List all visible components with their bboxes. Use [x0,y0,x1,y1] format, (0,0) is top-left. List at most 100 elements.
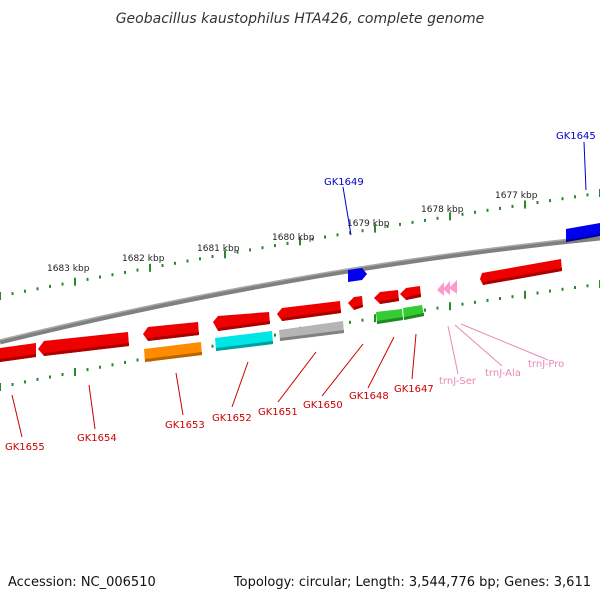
scale-lower-dot [574,286,576,289]
scale-upper-dot [336,233,339,237]
gene-arrow-gk1652-cyan[interactable] [215,331,273,351]
scale-lower-dot [99,365,101,369]
gene-gk1649[interactable] [348,268,367,282]
scale-upper-major-tick [299,237,301,246]
gene-gk1653[interactable] [143,322,202,362]
scale-upper-dot [61,282,64,286]
gene-label-trnj-pro[interactable]: trnJ-Pro [528,359,564,370]
accession-text: Accession: NC_006510 [8,575,156,590]
scale-lower-major-tick [449,302,451,311]
gene-arrow-forward-red[interactable] [480,259,562,285]
genome-backbone [0,235,600,345]
scale-upper-dot [274,244,276,248]
gene-label-gk1649[interactable]: GK1649 [324,177,364,188]
leader-gk1654 [88,384,96,430]
gene-label-gk1645[interactable]: GK1645 [556,131,596,142]
gene-gk1654[interactable] [38,332,129,356]
scale-upper-dot [424,218,426,222]
gene-label-gk1648[interactable]: GK1648 [349,391,389,402]
gene-arrow-gk1654[interactable] [38,332,129,356]
scale-upper-dot [111,273,114,277]
scale-lower-dot [499,297,501,300]
scale-lower-dot [49,375,51,379]
scale-upper-dot [136,268,139,272]
gene-label-gk1651[interactable]: GK1651 [258,407,298,418]
gene-gk1652[interactable] [213,312,273,351]
scale-upper-major-tick [0,292,1,300]
scale-lower-dot [536,291,539,295]
scale-upper-dot [211,255,214,258]
scale-upper-major-tick [149,263,151,272]
gene-label-trnj-ser[interactable]: trnJ-Ser [439,376,477,387]
gene-arrow-gk1652[interactable] [213,312,270,331]
gene-arrow-gk1651-gray[interactable] [279,321,344,341]
gene-label-gk1654[interactable]: GK1654 [77,433,117,444]
leader-gk1652 [231,361,249,408]
scale-upper-major-tick [524,200,526,209]
scale-upper-dot [236,250,239,254]
scale-upper-dot [349,231,351,235]
leader-gk1648 [367,336,395,389]
scale-upper-dot [311,237,314,241]
gene-label-gk1653[interactable]: GK1653 [165,420,205,431]
trna-arrow-ala[interactable] [443,281,450,295]
scale-upper-dot [161,264,164,267]
gene-gk1655[interactable] [0,343,36,362]
gene-gk1650[interactable] [348,296,363,310]
scale-upper-major-tick [224,250,226,259]
kbp-label-1682: 1682 kbp [122,254,165,264]
scale-upper-dot [511,204,514,208]
scale-upper-dot [561,197,564,201]
gene-arrow-gk1649[interactable] [348,268,367,282]
gene-gk1645[interactable] [566,223,600,242]
scale-upper-dot [574,195,576,199]
kbp-label-1680: 1680 kbp [272,233,315,243]
scale-lower-major-tick [0,383,1,391]
topology-text: Topology: circular; Length: 3,544,776 bp… [233,575,591,590]
trna-arrow-pro[interactable] [449,280,457,294]
scale-upper-dot [386,225,389,228]
scale-lower-major-tick [374,314,376,323]
gene-label-trnj-ala[interactable]: trnJ-Ala [485,368,521,379]
gene-forward-red[interactable] [480,259,562,285]
scale-upper-dot [249,248,251,252]
scale-lower-dot [274,333,276,337]
scale-upper-dot [486,208,489,212]
scale-upper-dot [11,292,14,296]
leader-trnj-pro [460,323,549,361]
scale-upper-dot [24,289,26,293]
scale-lower-dot [561,287,564,291]
leader-gk1649 [342,186,352,236]
scale-upper-dot [436,216,439,220]
leader-gk1647 [411,333,417,380]
gene-label-gk1652[interactable]: GK1652 [212,413,252,424]
scale-upper-major-tick [374,224,376,233]
scale-upper-dot [286,241,289,245]
leader-trnj-ser [447,325,459,375]
scale-lower-dot [86,368,89,372]
scale-upper-dot [99,275,101,279]
kbp-label-1678: 1678 kbp [421,205,464,215]
gene-arrow-gk1651[interactable] [277,301,341,321]
scale-lower-dot [136,358,139,362]
scale-lower-dot [424,308,426,312]
leader-gk1655 [11,394,23,438]
gene-gk1651[interactable] [277,301,344,341]
gene-gk1647[interactable] [400,286,424,320]
scale-upper-dot [261,246,264,250]
gene-label-gk1650[interactable]: GK1650 [303,400,343,411]
scale-lower-dot [349,320,351,324]
scale-lower-dot [486,298,489,302]
gene-gk1648[interactable] [374,290,403,324]
gene-arrow-gk1653-orange[interactable] [144,342,202,362]
scale-upper-dot [461,212,464,216]
scale-track-upper [0,189,600,300]
scale-lower-dot [11,383,14,386]
scale-upper-dot [174,261,176,265]
trna-arrow-ser[interactable] [437,282,444,296]
gene-label-gk1655[interactable]: GK1655 [5,442,45,453]
kbp-label-1681: 1681 kbp [197,244,240,254]
gene-label-gk1647[interactable]: GK1647 [394,384,434,395]
scale-lower-dot [461,302,464,306]
